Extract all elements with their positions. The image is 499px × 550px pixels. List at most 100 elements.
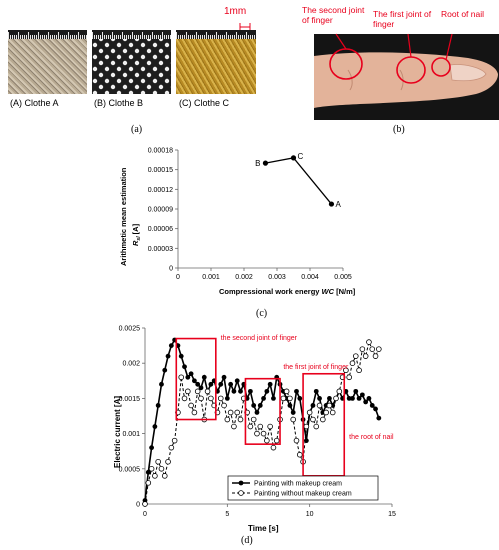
ruler-tick: [116, 35, 117, 39]
ruler-tick: [82, 35, 83, 39]
caption-a: (a): [131, 124, 143, 135]
legend-label: Painting without makeup cream: [254, 491, 352, 498]
ruler-tick: [210, 35, 211, 39]
ruler-tick: [192, 35, 193, 39]
ruler-tick: [70, 35, 71, 39]
clothe-a-label: (A) Clothe A: [10, 98, 59, 108]
ruler-tick: [10, 35, 11, 39]
data-point: [306, 409, 313, 416]
ruler: [8, 30, 87, 39]
data-point: [327, 396, 332, 401]
data-point: [238, 388, 243, 394]
data-point: [201, 374, 207, 380]
ruler-tick: [150, 35, 151, 39]
y-tick-label: 0.00012: [148, 187, 173, 194]
ruler-tick: [164, 35, 165, 39]
data-point: [369, 403, 375, 408]
ruler-tick: [190, 35, 191, 39]
data-point: [328, 201, 335, 207]
data-point: [192, 378, 197, 384]
ruler-tick: [74, 35, 75, 39]
ruler-tick: [136, 35, 137, 39]
data-point: [316, 402, 323, 409]
first-joint-label: The first joint of finger: [373, 9, 432, 29]
ruler-tick: [32, 35, 33, 39]
ruler-tick: [180, 35, 181, 39]
clothe-b-label: (B) Clothe B: [94, 98, 144, 108]
data-point: [158, 466, 165, 472]
ruler-tick: [102, 32, 103, 39]
data-point: [376, 415, 382, 421]
ruler-tick: [12, 35, 13, 39]
ruler-tick: [216, 32, 217, 39]
ruler-tick: [28, 32, 29, 39]
legend-label: Painting with makeup cream: [254, 481, 342, 488]
legend-box: [227, 475, 379, 501]
data-point: [356, 396, 362, 401]
data-point: [333, 395, 339, 402]
x-tick-label: 15: [388, 511, 396, 518]
ruler-tick: [152, 32, 153, 39]
ruler-tick: [220, 35, 221, 39]
caption-c: (c): [256, 308, 268, 319]
ruler-tick: [184, 35, 185, 39]
ruler-tick: [52, 35, 53, 39]
ruler-tick: [114, 35, 115, 39]
ruler-tick: [230, 35, 231, 39]
ruler-tick: [160, 35, 161, 39]
ruler-tick: [222, 35, 223, 39]
ruler-tick: [242, 35, 243, 39]
data-point: [185, 388, 191, 395]
ruler-tick: [240, 35, 241, 39]
chart-d-ylabel: Electric current [A]: [113, 396, 122, 468]
ruler-tick: [68, 32, 69, 39]
ruler-tick: [166, 35, 167, 39]
chart-d-y-ticks: 0 0.0005 0.001 0.0015 0.002 0.0025: [119, 326, 145, 509]
x-tick-label: 0.002: [235, 274, 253, 281]
data-point: [161, 473, 168, 479]
ruler-tick: [56, 35, 57, 39]
chart-c-y-ticks: 0 0.00003 0.00006 0.00009 0.00012 0.00015 0.00…: [148, 148, 178, 273]
ruler-tick: [154, 35, 155, 39]
data-point: [362, 353, 369, 359]
ruler-tick: [16, 35, 17, 39]
data-point: [142, 501, 148, 507]
ruler-tick: [44, 35, 45, 39]
ruler-tick: [22, 35, 23, 39]
data-point: [343, 367, 349, 374]
data-point: [353, 388, 359, 394]
clothe-c-swatch: [176, 30, 256, 94]
finger-photo: [314, 33, 499, 120]
data-point: [359, 346, 366, 352]
data-point: [363, 399, 369, 405]
ruler-tick: [246, 32, 247, 39]
y-tick-label: 0.00018: [148, 148, 173, 155]
data-point: [204, 388, 211, 395]
legend-swatch-marker: [238, 490, 244, 496]
highlight-box: [244, 377, 281, 445]
x-tick-label: 10: [306, 511, 314, 518]
ruler-tick: [162, 32, 163, 39]
ruler-tick: [38, 32, 39, 39]
ruler-tick: [158, 35, 159, 39]
data-point: [346, 396, 352, 401]
ruler-tick: [182, 35, 183, 39]
y-tick-label: 0: [136, 502, 140, 509]
data-point: [267, 423, 273, 430]
ruler-tick: [144, 35, 145, 39]
data-point: [293, 437, 300, 444]
chart-d: 0 0.0005 0.001 0.0015 0.002 0.0025 0 5 10 15 the…: [113, 326, 396, 534]
data-point: [270, 444, 277, 451]
data-point: [159, 381, 164, 387]
data-point: [234, 378, 240, 384]
annotation-label: the second joint of finger: [221, 335, 298, 342]
x-tick-label: 0: [176, 274, 180, 281]
ruler-tick: [130, 35, 131, 39]
data-point: [257, 403, 263, 408]
data-point: [254, 410, 260, 415]
y-tick-label: 0.00009: [148, 207, 173, 214]
ruler-tick: [142, 32, 143, 39]
data-point: [290, 410, 296, 415]
nail-label: Root of nail: [441, 9, 484, 19]
data-point: [323, 409, 329, 416]
